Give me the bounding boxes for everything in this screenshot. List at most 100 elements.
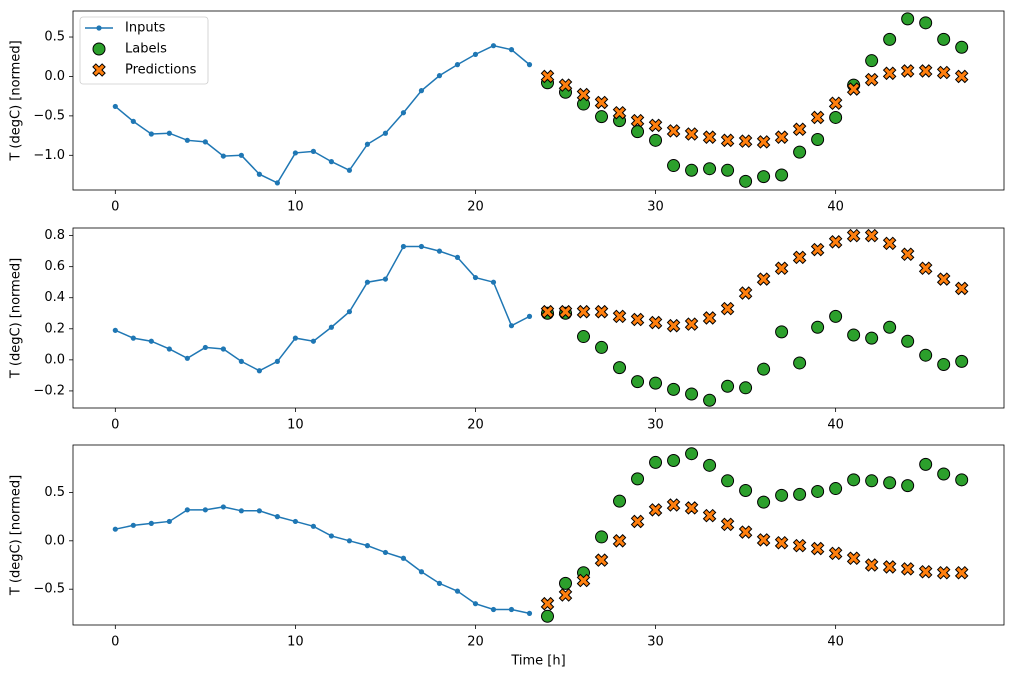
point [613, 494, 627, 508]
point [667, 382, 681, 396]
point [900, 64, 915, 78]
subplot: −1.0 −0.5 0.0 0.5 0 10 20 30 40 T (degC) [normed]… [9, 10, 1005, 215]
legend-label: Labels [125, 42, 167, 57]
y-tick-label: 0.8 [44, 228, 65, 243]
point [418, 569, 425, 575]
legend-label: Inputs [125, 21, 166, 36]
point [594, 553, 609, 567]
point [918, 565, 933, 579]
point [490, 43, 497, 49]
point [810, 110, 825, 125]
point [418, 243, 425, 250]
point [757, 170, 771, 184]
point [490, 606, 497, 613]
point [400, 110, 407, 116]
point [918, 64, 933, 78]
point [630, 113, 645, 128]
point [577, 330, 591, 344]
axes-frame [72, 444, 1005, 626]
point [882, 560, 897, 574]
x-tick-label: 20 [467, 418, 484, 433]
point [738, 525, 753, 539]
y-tick-label: 0.0 [44, 352, 65, 367]
point [238, 508, 244, 514]
point [166, 346, 172, 352]
point [720, 301, 735, 316]
point [649, 455, 663, 469]
point [630, 312, 645, 327]
point [936, 272, 951, 286]
point [955, 473, 969, 487]
point [702, 508, 717, 523]
point [400, 243, 407, 250]
point [540, 596, 555, 611]
point [595, 530, 609, 544]
point [702, 311, 717, 325]
x-tick-label: 40 [827, 635, 844, 650]
point [130, 522, 136, 528]
series-line [115, 506, 530, 615]
point [292, 150, 298, 156]
x-tick-label: 40 [827, 418, 844, 433]
point [631, 375, 645, 389]
point [346, 538, 353, 544]
point [256, 368, 262, 374]
point [382, 276, 389, 282]
point [847, 473, 861, 487]
point [472, 51, 479, 57]
point [274, 180, 280, 186]
point [202, 139, 208, 145]
point [418, 88, 425, 94]
point [631, 125, 645, 139]
point [684, 501, 699, 515]
point [864, 72, 879, 87]
point [937, 467, 951, 481]
y-tick-label: 0.5 [44, 30, 65, 45]
point [864, 228, 879, 243]
axes-frame [72, 10, 1005, 191]
point [558, 588, 573, 602]
point [702, 130, 717, 144]
point [919, 457, 933, 471]
point [828, 235, 843, 249]
series-line [114, 44, 530, 184]
point [166, 130, 172, 136]
point [540, 69, 555, 84]
point [612, 534, 627, 548]
point [865, 474, 879, 488]
point [685, 163, 699, 177]
y-axis-label: T (degC) [normed] [9, 40, 24, 161]
point [720, 517, 735, 532]
x-tick-label: 10 [287, 200, 304, 215]
point [739, 483, 753, 497]
point [756, 272, 771, 286]
point [274, 358, 280, 365]
y-axis-label: T (degC) [normed] [9, 475, 24, 596]
point [382, 130, 389, 136]
point [811, 320, 825, 334]
point [757, 495, 771, 509]
point [739, 174, 753, 188]
point [613, 361, 627, 375]
point [454, 254, 461, 260]
point [346, 309, 353, 315]
point [166, 518, 172, 525]
point [685, 447, 699, 461]
point [364, 141, 371, 147]
point [955, 40, 969, 54]
point [310, 523, 317, 529]
series-line [115, 245, 530, 372]
point [436, 248, 443, 254]
point [220, 346, 226, 352]
point [703, 458, 717, 472]
point [792, 538, 807, 553]
x-tick-label: 10 [287, 635, 304, 650]
point [526, 610, 533, 616]
point [508, 323, 515, 329]
point [649, 133, 663, 147]
point [774, 535, 789, 550]
point [774, 261, 789, 275]
point [775, 168, 789, 182]
point [595, 340, 609, 354]
y-tick-label: 0.4 [44, 290, 65, 305]
